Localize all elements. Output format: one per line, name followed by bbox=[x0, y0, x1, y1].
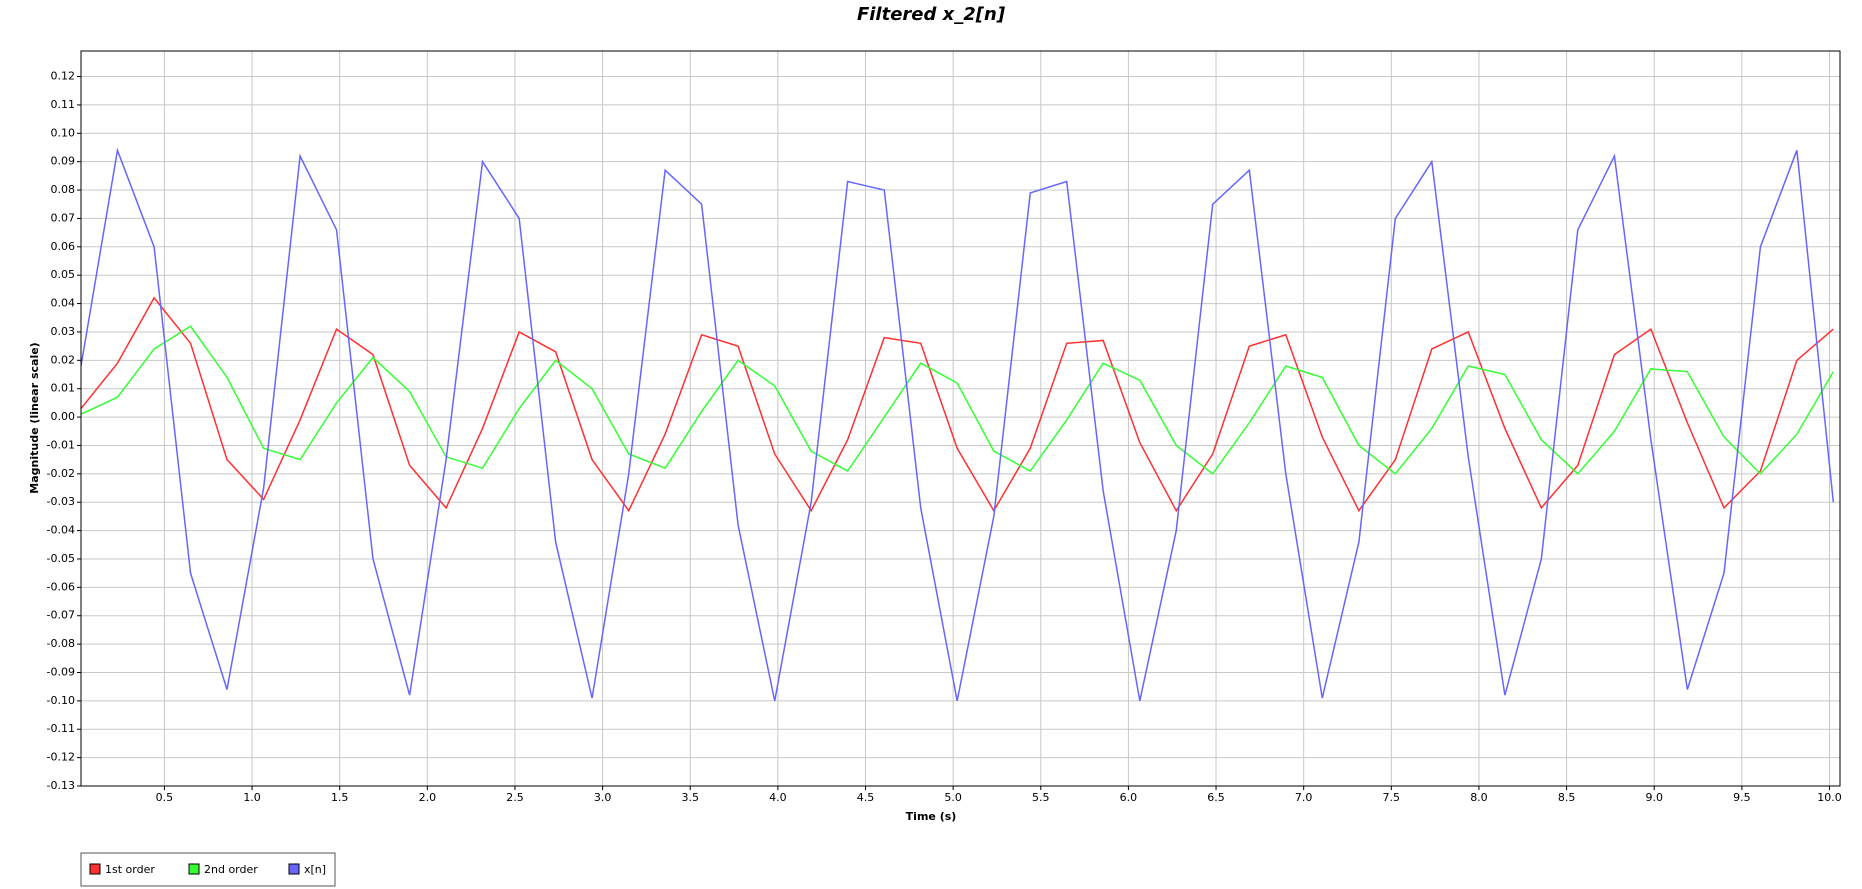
series-line bbox=[81, 147, 1835, 702]
y-tick-label: -0.08 bbox=[47, 637, 75, 650]
x-tick-label: 3.0 bbox=[594, 791, 612, 804]
x-tick-label: 9.5 bbox=[1733, 791, 1751, 804]
x-tick-label: 2.5 bbox=[506, 791, 524, 804]
series-line bbox=[81, 325, 1834, 475]
y-tick-label: -0.02 bbox=[47, 467, 75, 480]
x-tick-label: 6.5 bbox=[1207, 791, 1225, 804]
y-tick-label: 0.03 bbox=[51, 325, 76, 338]
legend-label: 1st order bbox=[105, 863, 155, 876]
x-tick-label: 7.0 bbox=[1295, 791, 1313, 804]
x-tick-label: 9.0 bbox=[1645, 791, 1663, 804]
y-tick-label: 0.07 bbox=[51, 211, 76, 224]
x-tick-label: 5.5 bbox=[1032, 791, 1050, 804]
chart-title: Filtered x_2[n] bbox=[857, 4, 1006, 25]
y-tick-label: -0.07 bbox=[47, 609, 75, 622]
y-tick-label: 0.05 bbox=[51, 268, 76, 281]
legend-swatch bbox=[89, 863, 101, 875]
x-tick-label: 3.5 bbox=[681, 791, 699, 804]
y-tick-label: -0.13 bbox=[47, 779, 75, 792]
x-tick-label: 5.0 bbox=[944, 791, 962, 804]
y-tick-label: 0.04 bbox=[51, 297, 76, 310]
x-tick-label: 8.0 bbox=[1470, 791, 1488, 804]
plot-area bbox=[80, 50, 1841, 787]
legend-label: 2nd order bbox=[204, 863, 258, 876]
x-tick-label: 1.0 bbox=[243, 791, 261, 804]
x-tick-label: 4.5 bbox=[857, 791, 875, 804]
y-tick-label: -0.01 bbox=[47, 438, 75, 451]
y-tick-label: -0.10 bbox=[47, 694, 75, 707]
y-tick-label: -0.09 bbox=[47, 665, 75, 678]
y-tick-label: -0.03 bbox=[47, 495, 75, 508]
y-tick-label: -0.12 bbox=[47, 751, 75, 764]
y-tick-label: 0.02 bbox=[51, 353, 76, 366]
y-tick-label: -0.04 bbox=[47, 524, 75, 537]
y-tick-label: -0.06 bbox=[47, 580, 75, 593]
legend-swatch bbox=[188, 863, 200, 875]
y-tick-label: 0.12 bbox=[51, 70, 76, 83]
y-tick-label: -0.05 bbox=[47, 552, 75, 565]
x-tick-label: 1.5 bbox=[331, 791, 349, 804]
x-axis-label: Time (s) bbox=[906, 810, 957, 823]
y-tick-label: 0.08 bbox=[51, 183, 76, 196]
x-tick-label: 6.0 bbox=[1120, 791, 1138, 804]
y-tick-label: 0.01 bbox=[51, 382, 76, 395]
x-tick-label: 8.5 bbox=[1558, 791, 1576, 804]
x-tick-label: 10.0 bbox=[1817, 791, 1842, 804]
y-axis-label: Magnitude (linear scale) bbox=[28, 342, 41, 493]
y-tick-label: 0.09 bbox=[51, 155, 76, 168]
x-tick-label: 2.0 bbox=[419, 791, 437, 804]
x-tick-label: 7.5 bbox=[1383, 791, 1401, 804]
series-line bbox=[81, 296, 1834, 513]
y-tick-label: 0.06 bbox=[51, 240, 76, 253]
legend-label: x[n] bbox=[304, 863, 326, 876]
x-tick-label: 4.0 bbox=[769, 791, 787, 804]
y-tick-label: 0.11 bbox=[51, 98, 76, 111]
legend-swatch bbox=[288, 863, 300, 875]
x-tick-label: 0.5 bbox=[156, 791, 174, 804]
y-tick-label: 0.10 bbox=[51, 126, 76, 139]
y-tick-label: 0.00 bbox=[51, 410, 76, 423]
y-tick-label: -0.11 bbox=[47, 722, 75, 735]
